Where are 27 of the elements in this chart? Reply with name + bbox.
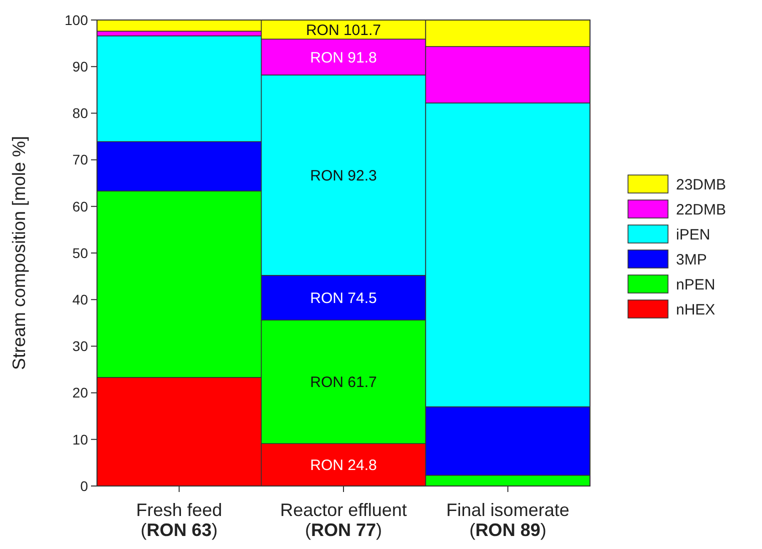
data-label: RON 61.7 (310, 374, 377, 392)
y-tick-label: 80 (72, 105, 88, 122)
legend-label: iPEN (676, 226, 710, 244)
x-tick-label: Final isomerate (RON 89) (446, 500, 570, 540)
data-label: RON 92.3 (310, 167, 377, 184)
y-tick-label: 40 (72, 292, 88, 308)
y-tick-label: 0 (80, 478, 88, 494)
y-axis-title: Stream composition [mole %] (9, 136, 29, 370)
y-tick-label: 100 (64, 12, 88, 28)
data-label: RON 101.7 (306, 22, 382, 39)
y-tick-label: 60 (72, 198, 88, 214)
y-tick-label: 50 (72, 244, 88, 261)
y-tick-label: 30 (72, 338, 88, 354)
y-tick-label: 90 (72, 58, 88, 74)
y-tick-label: 20 (72, 384, 88, 401)
legend-label: 3MP (676, 251, 707, 268)
legend-label: nPEN (676, 276, 716, 294)
data-label: RON 74.5 (310, 290, 377, 307)
legend-label: nHEX (676, 301, 716, 318)
y-tick-label: 70 (72, 152, 88, 168)
data-label: RON 91.8 (310, 49, 377, 66)
y-tick-label: 10 (72, 431, 88, 448)
x-tick-label: Fresh feed (RON 63) (136, 500, 222, 540)
data-label: RON 24.8 (310, 457, 377, 474)
legend-label: 22DMB (676, 201, 726, 218)
legend-label: 23DMB (676, 176, 726, 194)
x-tick-label: Reactor effluent (RON 77) (280, 500, 407, 540)
